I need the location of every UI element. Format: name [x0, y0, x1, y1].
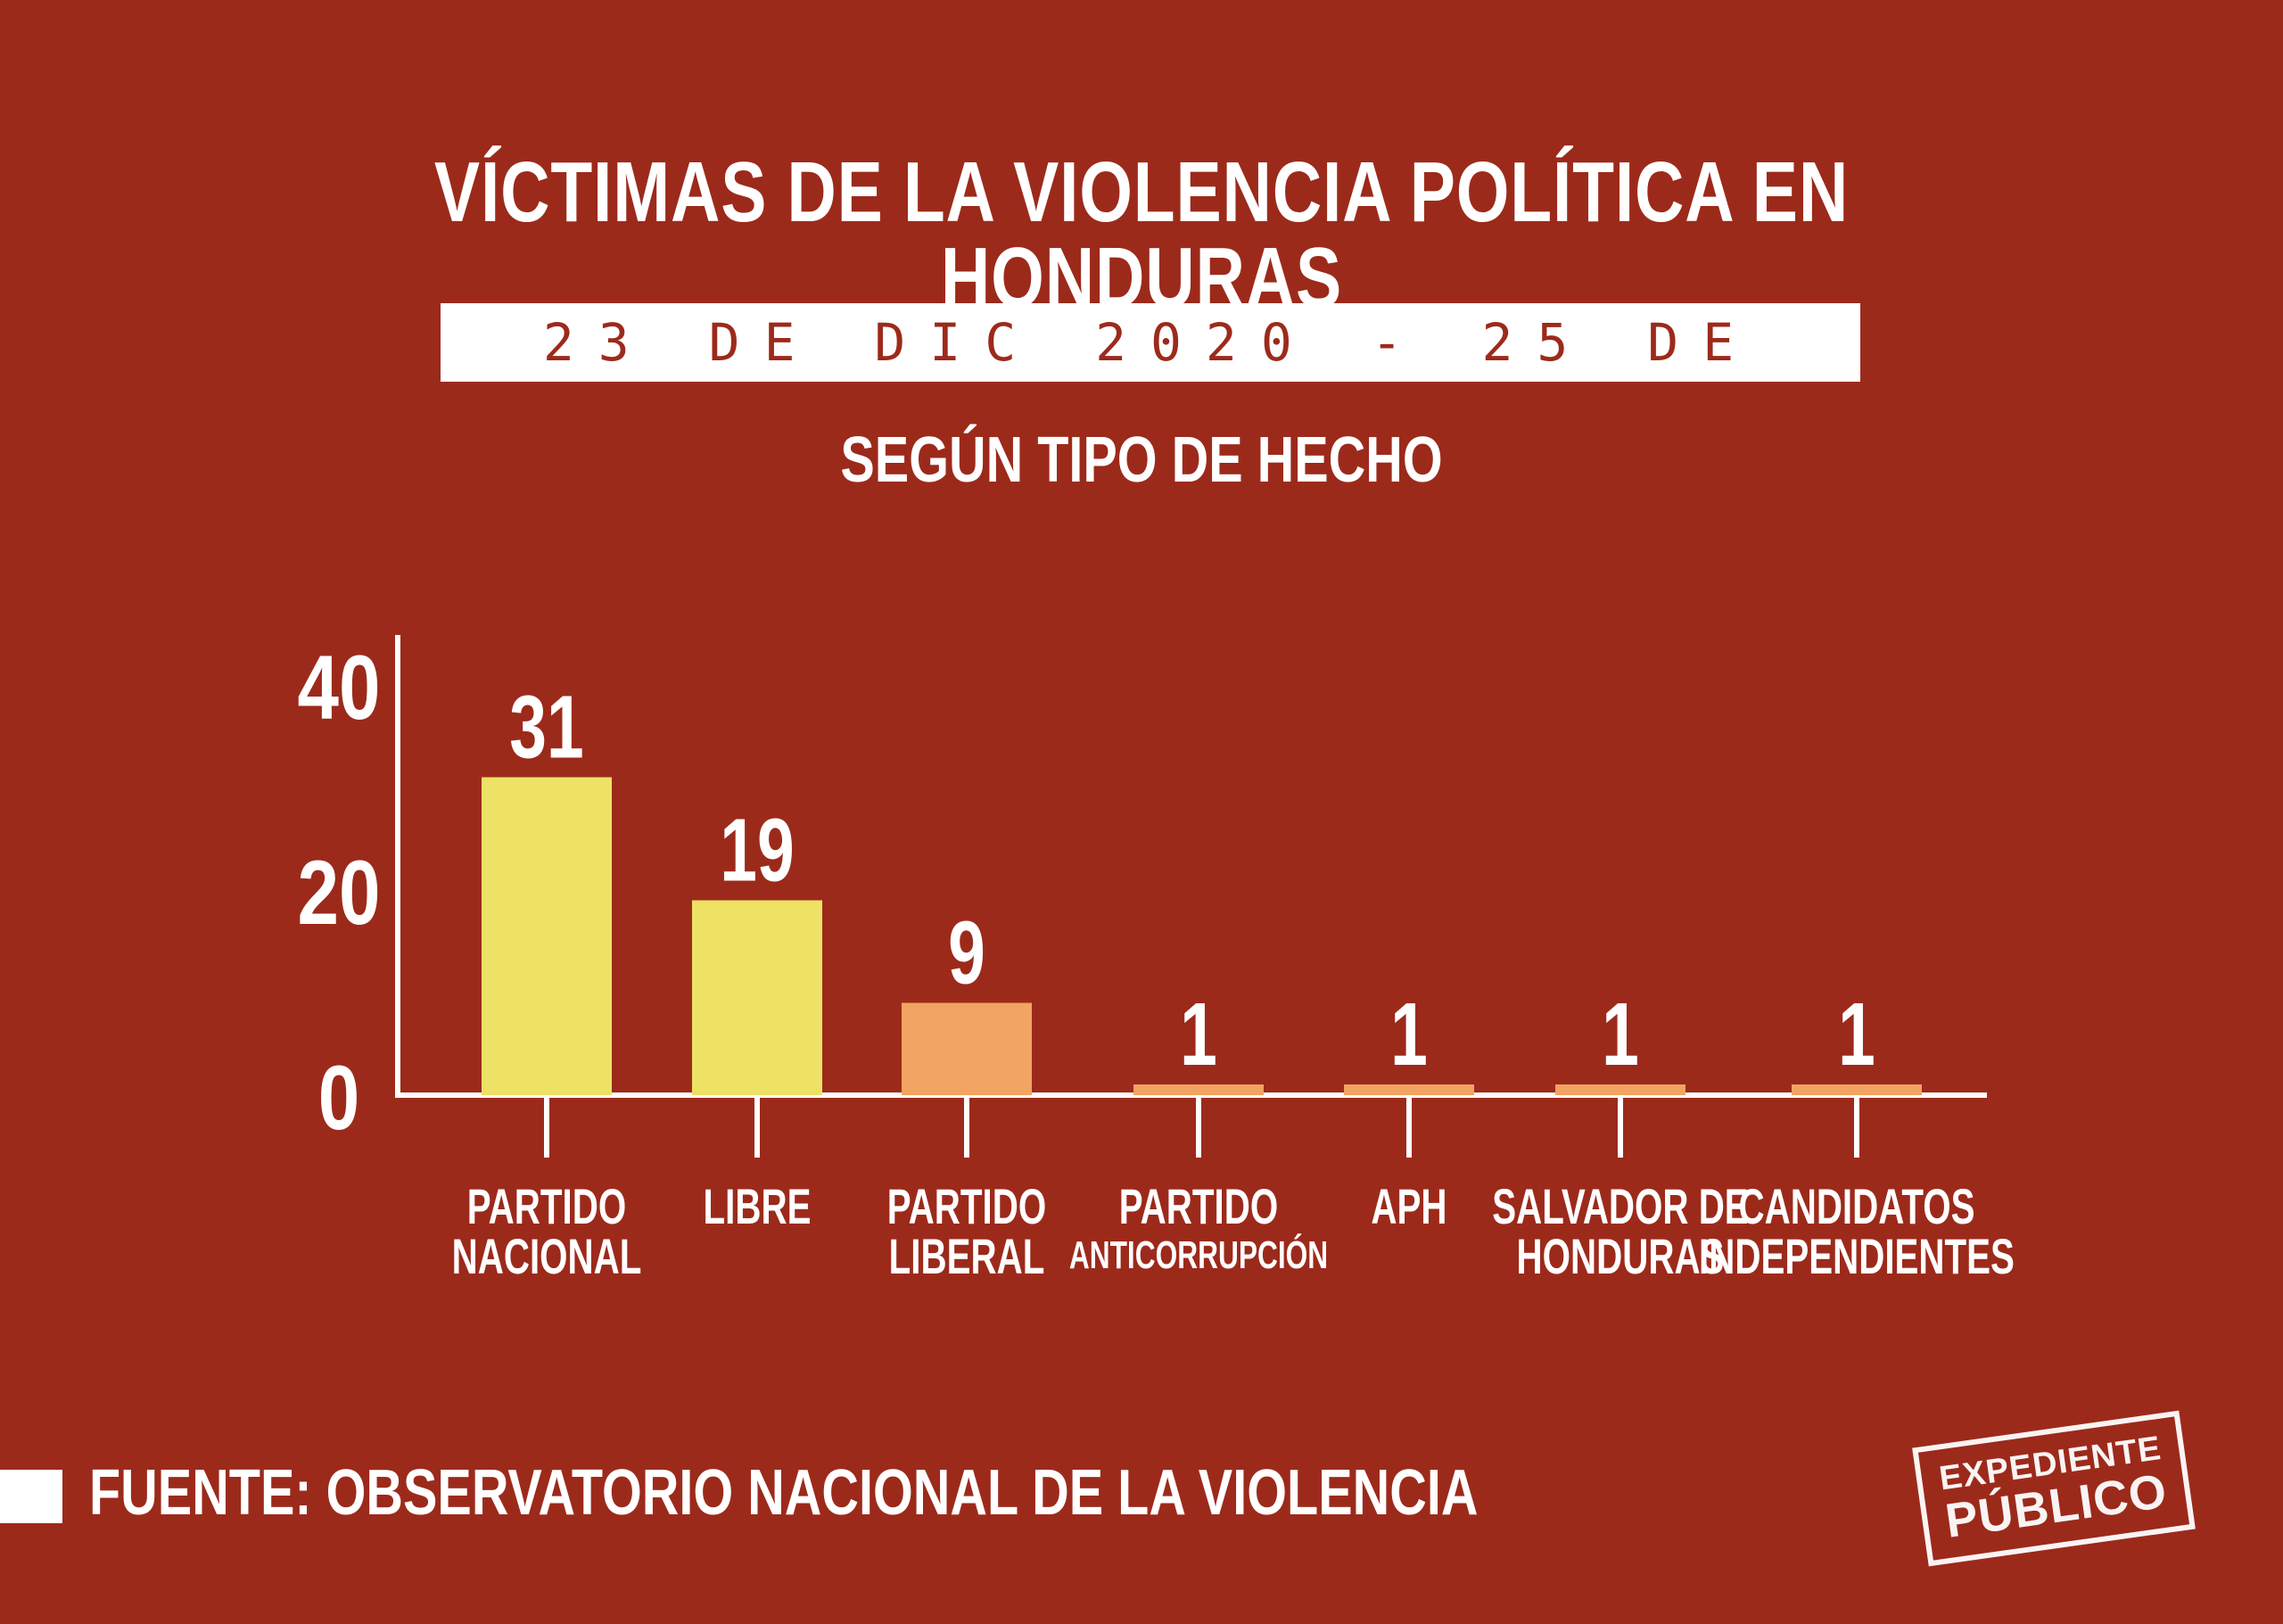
- category-label: SALVADOR DE: [1492, 1180, 1748, 1235]
- source-note: FUENTE: OBSERVATORIO NACIONAL DE LA VIOL…: [89, 1457, 1479, 1529]
- category-label: INDEPENDIENTES: [1699, 1230, 2015, 1285]
- category-label: ANTICORRUPCIÓN: [1069, 1232, 1328, 1277]
- bar: [1344, 1084, 1474, 1095]
- category-label: LIBERAL: [889, 1230, 1045, 1285]
- data-label: 31: [509, 677, 583, 777]
- data-label: 1: [1602, 984, 1639, 1084]
- chart-subtitle: SEGÚN TIPO DE HECHO: [840, 425, 1443, 496]
- data-label: 1: [1838, 984, 1875, 1084]
- bar: [482, 777, 612, 1095]
- bar: [692, 900, 822, 1095]
- bar: [1555, 1084, 1685, 1095]
- y-tick-label: 40: [297, 637, 380, 738]
- y-tick-label: 20: [297, 842, 380, 944]
- bar: [1792, 1084, 1922, 1095]
- date-range-box: [441, 303, 1860, 382]
- bar: [1133, 1084, 1264, 1095]
- category-label: APH: [1371, 1180, 1446, 1235]
- bar: [902, 1002, 1032, 1095]
- page-title: VÍCTIMAS DE LA VIOLENCIA POLÍTICA EN HON…: [433, 144, 1850, 326]
- category-label: HONDURAS: [1517, 1230, 1725, 1285]
- y-tick-label: 0: [318, 1047, 360, 1149]
- data-label: 9: [948, 903, 985, 1002]
- category-label: CANDIDATOS: [1738, 1180, 1974, 1235]
- category-label: NACIONAL: [452, 1230, 642, 1285]
- category-label: PARTIDO: [1119, 1180, 1278, 1235]
- data-label: 1: [1390, 984, 1428, 1084]
- data-label: 19: [720, 800, 794, 900]
- category-label: LIBRE: [704, 1180, 812, 1235]
- footer-marker: [0, 1470, 62, 1523]
- category-label: PARTIDO: [887, 1180, 1046, 1235]
- data-label: 1: [1180, 984, 1217, 1084]
- date-range: 23 DE DIC 2020 - 25 DE OCT 2021: [542, 312, 1759, 451]
- category-label: PARTIDO: [467, 1180, 626, 1235]
